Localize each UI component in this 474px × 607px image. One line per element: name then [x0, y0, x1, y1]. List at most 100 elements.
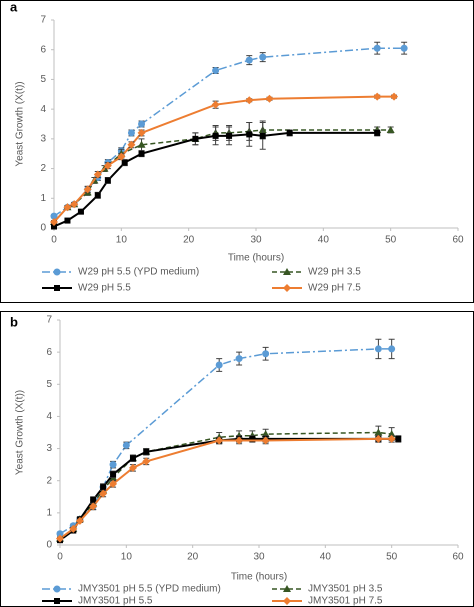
y-tick-label: 5 — [40, 74, 46, 85]
marker — [50, 218, 58, 227]
marker — [89, 502, 98, 511]
marker — [215, 361, 223, 369]
marker — [374, 345, 382, 353]
marker — [63, 203, 72, 212]
x-axis-title: Time (hours) — [231, 572, 287, 583]
marker — [386, 125, 395, 133]
marker — [109, 479, 118, 488]
y-tick-label: 7 — [40, 15, 46, 26]
x-tick-label: 50 — [386, 552, 398, 563]
marker — [121, 159, 128, 166]
y-tick-label: 5 — [46, 379, 52, 390]
marker — [122, 441, 130, 449]
series-line — [59, 437, 392, 540]
x-tick-label: 10 — [121, 552, 133, 563]
legend-label: JMY3501 pH 7.5 — [308, 596, 383, 607]
marker — [103, 161, 112, 170]
marker — [387, 434, 396, 443]
marker — [70, 200, 79, 209]
legend-label: W29 pH 3.5 — [308, 267, 361, 278]
legend-marker — [53, 268, 61, 276]
series-line — [53, 131, 378, 228]
marker — [226, 132, 233, 139]
marker — [400, 44, 408, 52]
marker — [75, 516, 84, 525]
legend-marker — [283, 585, 291, 592]
marker — [93, 170, 102, 179]
marker — [90, 497, 97, 503]
legend-label: JMY3501 pH 5.5 (YPD medium) — [78, 584, 221, 595]
marker — [128, 463, 137, 472]
marker — [212, 132, 219, 139]
marker — [192, 135, 199, 142]
marker — [104, 177, 111, 184]
y-axis-title: Yeast Growth (X(t)) — [15, 81, 26, 166]
y-tick-label: 7 — [46, 315, 52, 326]
marker — [83, 185, 92, 194]
marker — [245, 56, 253, 64]
marker — [388, 345, 396, 353]
marker — [69, 524, 78, 533]
legend-marker — [283, 268, 291, 275]
y-tick-label: 3 — [46, 443, 52, 454]
marker — [259, 53, 267, 61]
marker — [211, 100, 220, 109]
marker — [99, 489, 108, 498]
marker — [373, 44, 381, 52]
x-tick-label: 60 — [452, 235, 464, 246]
marker — [235, 355, 243, 363]
marker — [261, 436, 270, 445]
marker — [265, 94, 274, 103]
marker — [390, 92, 399, 101]
legend-marker — [53, 585, 61, 593]
marker — [142, 457, 151, 466]
marker — [77, 208, 84, 215]
x-tick-label: 0 — [51, 235, 57, 246]
legend-marker — [283, 597, 291, 605]
y-tick-label: 4 — [40, 104, 46, 115]
marker — [138, 120, 146, 128]
marker — [374, 434, 383, 443]
x-tick-label: 30 — [250, 235, 262, 246]
marker — [64, 217, 71, 224]
marker — [117, 152, 126, 161]
marker — [127, 129, 135, 137]
panel-label: a — [10, 0, 18, 14]
y-tick-label: 2 — [46, 475, 52, 486]
legend-label: W29 pH 7.5 — [308, 283, 361, 294]
y-tick-label: 4 — [46, 411, 52, 422]
marker — [138, 150, 145, 157]
x-tick-label: 50 — [385, 235, 397, 246]
legend-label: JMY3501 pH 5.5 — [78, 596, 153, 607]
marker — [374, 428, 383, 436]
marker — [215, 436, 224, 445]
y-tick-label: 3 — [40, 133, 46, 144]
x-tick-label: 60 — [452, 552, 464, 563]
marker — [286, 129, 293, 136]
x-tick-label: 40 — [320, 552, 332, 563]
marker — [109, 461, 117, 469]
y-tick-label: 0 — [46, 540, 52, 551]
y-tick-label: 1 — [46, 507, 52, 518]
marker — [245, 96, 254, 105]
marker — [246, 131, 253, 138]
y-tick-label: 6 — [46, 347, 52, 358]
legend-label: W29 pH 5.5 — [78, 283, 131, 294]
marker — [127, 140, 136, 149]
x-tick-label: 20 — [183, 235, 195, 246]
marker — [110, 471, 117, 478]
y-tick-label: 0 — [40, 223, 46, 234]
marker — [373, 92, 382, 101]
y-tick-label: 6 — [40, 44, 46, 55]
legend-marker — [283, 284, 291, 292]
x-tick-label: 40 — [318, 235, 330, 246]
marker — [100, 484, 107, 491]
x-tick-label: 30 — [253, 552, 265, 563]
legend-marker — [54, 285, 60, 291]
y-axis-title: Yeast Growth (X(t)) — [15, 390, 26, 475]
x-axis-title: Time (hours) — [228, 253, 284, 264]
x-tick-label: 20 — [187, 552, 199, 563]
marker — [249, 435, 256, 442]
marker — [51, 223, 57, 230]
